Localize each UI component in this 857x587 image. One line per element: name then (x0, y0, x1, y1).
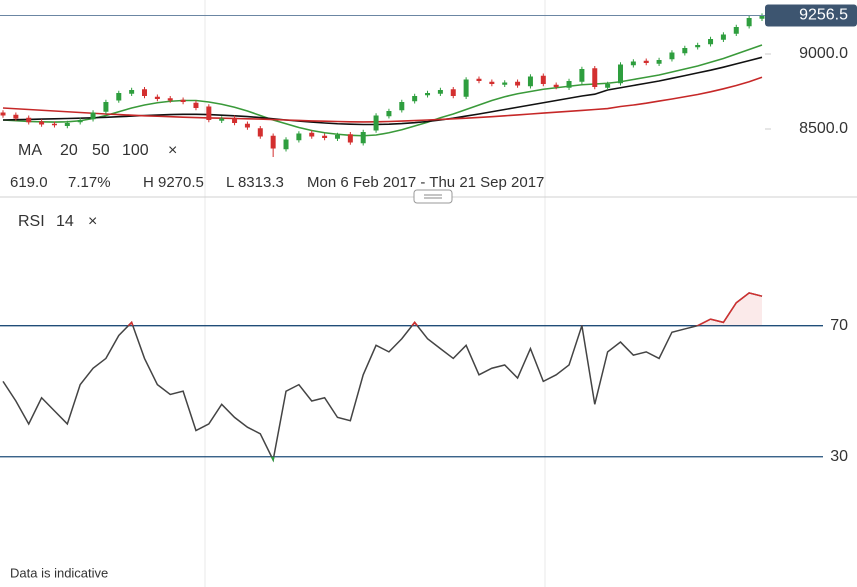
candle-body (695, 45, 701, 48)
candle-body (399, 102, 405, 111)
candle-body (579, 69, 585, 82)
candle-body (257, 128, 263, 137)
handle-box[interactable] (413, 189, 453, 204)
candle-body (13, 114, 19, 119)
remove-rsi-icon[interactable]: × (88, 213, 97, 230)
rsi-overbought (127, 292, 763, 326)
y-tick-label: 8500.0 (799, 120, 848, 137)
legend-entry: 20 (60, 142, 78, 159)
legend-entry: 100 (122, 142, 149, 159)
moving-average (2, 44, 763, 137)
change-pct: 7.17% (68, 174, 111, 191)
candle-body (142, 89, 148, 96)
date-range: Mon 6 Feb 2017 - Thu 21 Sep 2017 (307, 174, 544, 191)
candle-body (630, 61, 636, 66)
candle-body (193, 102, 199, 108)
candle-body (77, 120, 83, 123)
candle-body (540, 75, 546, 84)
candle-body (322, 135, 328, 138)
candle-body (592, 68, 598, 87)
candle-body (720, 34, 726, 40)
candle-body (51, 123, 57, 126)
candle-body (759, 15, 765, 19)
footer-note: Data is indicative (10, 565, 108, 580)
candle-body (708, 39, 714, 45)
candle-body (232, 117, 238, 123)
remove-ma-icon[interactable]: × (168, 142, 177, 159)
candle-body (244, 123, 250, 128)
candle-body (746, 18, 752, 27)
high-label: H 9270.5 (143, 174, 204, 191)
candle-body (515, 81, 521, 86)
candle-body (617, 64, 623, 84)
candle-body (296, 133, 302, 141)
candle-body (425, 93, 431, 96)
candle-body (26, 117, 32, 123)
candle-body (669, 52, 675, 60)
change: 619.0 (10, 174, 48, 191)
y-tick-label: 70 (830, 317, 848, 334)
ma-label: MA (18, 142, 42, 159)
y-tick-label: 30 (830, 448, 848, 465)
candle-body (180, 99, 186, 102)
candle-body (373, 115, 379, 131)
resize-handle[interactable] (413, 189, 453, 204)
candle-body (64, 123, 70, 126)
candle-body (412, 96, 418, 102)
candle-body (437, 90, 443, 94)
legend-entry: 50 (92, 142, 110, 159)
candle-body (39, 121, 45, 125)
moving-average (2, 56, 763, 126)
candle-body (116, 93, 122, 101)
candle-body (656, 60, 662, 64)
price-plot (0, 13, 765, 158)
candle-body (334, 135, 340, 139)
candle-body (129, 90, 135, 94)
candle-body (605, 84, 611, 88)
candle-body (553, 84, 559, 87)
candle-body (154, 96, 160, 99)
candle-body (206, 106, 212, 120)
candle-body (527, 76, 533, 87)
candle-body (682, 48, 688, 54)
low-label: L 8313.3 (226, 174, 284, 191)
y-tick-label: 9000.0 (799, 45, 848, 62)
candle-body (360, 132, 366, 144)
candle-body (309, 132, 315, 137)
candle-body (90, 112, 96, 120)
candle-body (463, 79, 469, 97)
candle-body (502, 82, 508, 85)
rsi-period: 14 (56, 213, 74, 230)
candle-body (643, 60, 649, 63)
candle-body (270, 135, 276, 149)
moving-average (2, 76, 763, 123)
candle-body (347, 134, 353, 143)
candle-body (489, 81, 495, 84)
candle-body (103, 102, 109, 112)
candle-body (450, 89, 456, 96)
candle-body (733, 27, 739, 34)
candle-body (219, 118, 225, 121)
last-price-box (765, 4, 857, 27)
candle-body (386, 111, 392, 117)
last-price-label: 9256.5 (799, 7, 848, 24)
candle-body (0, 112, 6, 116)
candle-body (566, 81, 572, 88)
candle-body (283, 139, 289, 150)
candle-body (476, 78, 482, 81)
rsi-label: RSI (18, 213, 45, 230)
candle-body (167, 98, 173, 101)
